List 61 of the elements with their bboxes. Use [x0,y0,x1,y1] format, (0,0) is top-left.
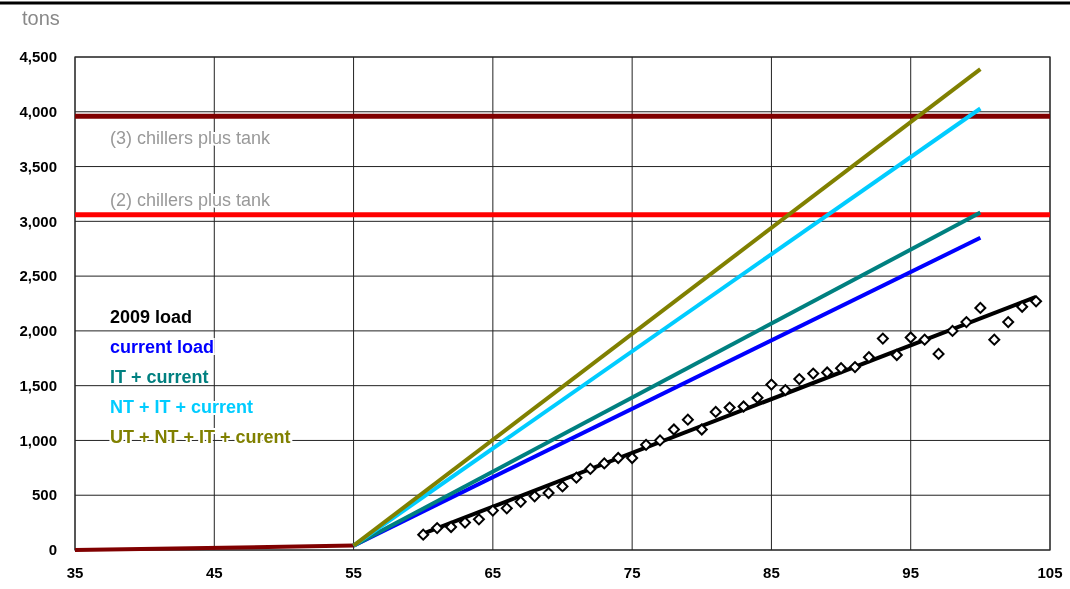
point [974,301,987,314]
y-tick-label: 3,000 [19,212,57,230]
point [500,502,513,515]
y-tick-label: 2,000 [19,322,57,340]
point [988,333,1001,346]
point [709,405,722,418]
x-tick-label: 65 [484,564,502,581]
point [960,316,973,329]
point [862,351,875,364]
y-tick-label: 0 [48,541,57,559]
point [932,347,945,360]
point [918,333,931,346]
point [1016,300,1029,313]
y-tick-label: 1,500 [19,376,57,394]
point [667,423,680,436]
y-tick-label: 3,500 [19,157,57,175]
y-tick-label: 4,500 [19,48,57,66]
point [486,504,499,517]
point [417,528,430,541]
x-tick-label: 95 [902,564,920,581]
point [570,471,583,484]
text: current load [110,337,215,358]
text: 2009 load [110,307,193,328]
point [765,378,778,391]
y-axis-title: tons [22,7,60,29]
point [849,361,861,374]
point [779,384,792,397]
point [695,423,708,436]
point [904,331,917,344]
y-tick-label: 2,500 [19,267,57,285]
point [890,348,903,361]
point [723,401,736,414]
point [751,391,764,404]
x-tick-label: 35 [66,564,84,581]
text: IT + current [110,367,209,388]
point [654,434,666,447]
point [640,438,653,451]
point [807,367,820,380]
point [542,487,555,500]
point [472,513,485,526]
x-tick-label: 55 [345,564,362,581]
point [1030,295,1043,308]
point [793,373,806,386]
point [598,457,611,470]
point [835,362,848,375]
point [431,522,444,535]
point [737,400,750,413]
point [876,332,889,345]
y-tick-label: 4,000 [19,103,57,121]
point [556,480,569,493]
x-tick-label: 105 [1037,564,1063,581]
y-tick-label: 500 [31,486,57,504]
y-tick-label: 1,000 [19,431,57,449]
x-tick-label: 45 [205,564,223,581]
point [681,413,694,426]
x-tick-label: 75 [623,564,641,581]
x-tick-label: 85 [763,564,780,581]
point [445,520,458,533]
point [612,451,625,464]
point [584,462,597,475]
point [1002,316,1015,329]
